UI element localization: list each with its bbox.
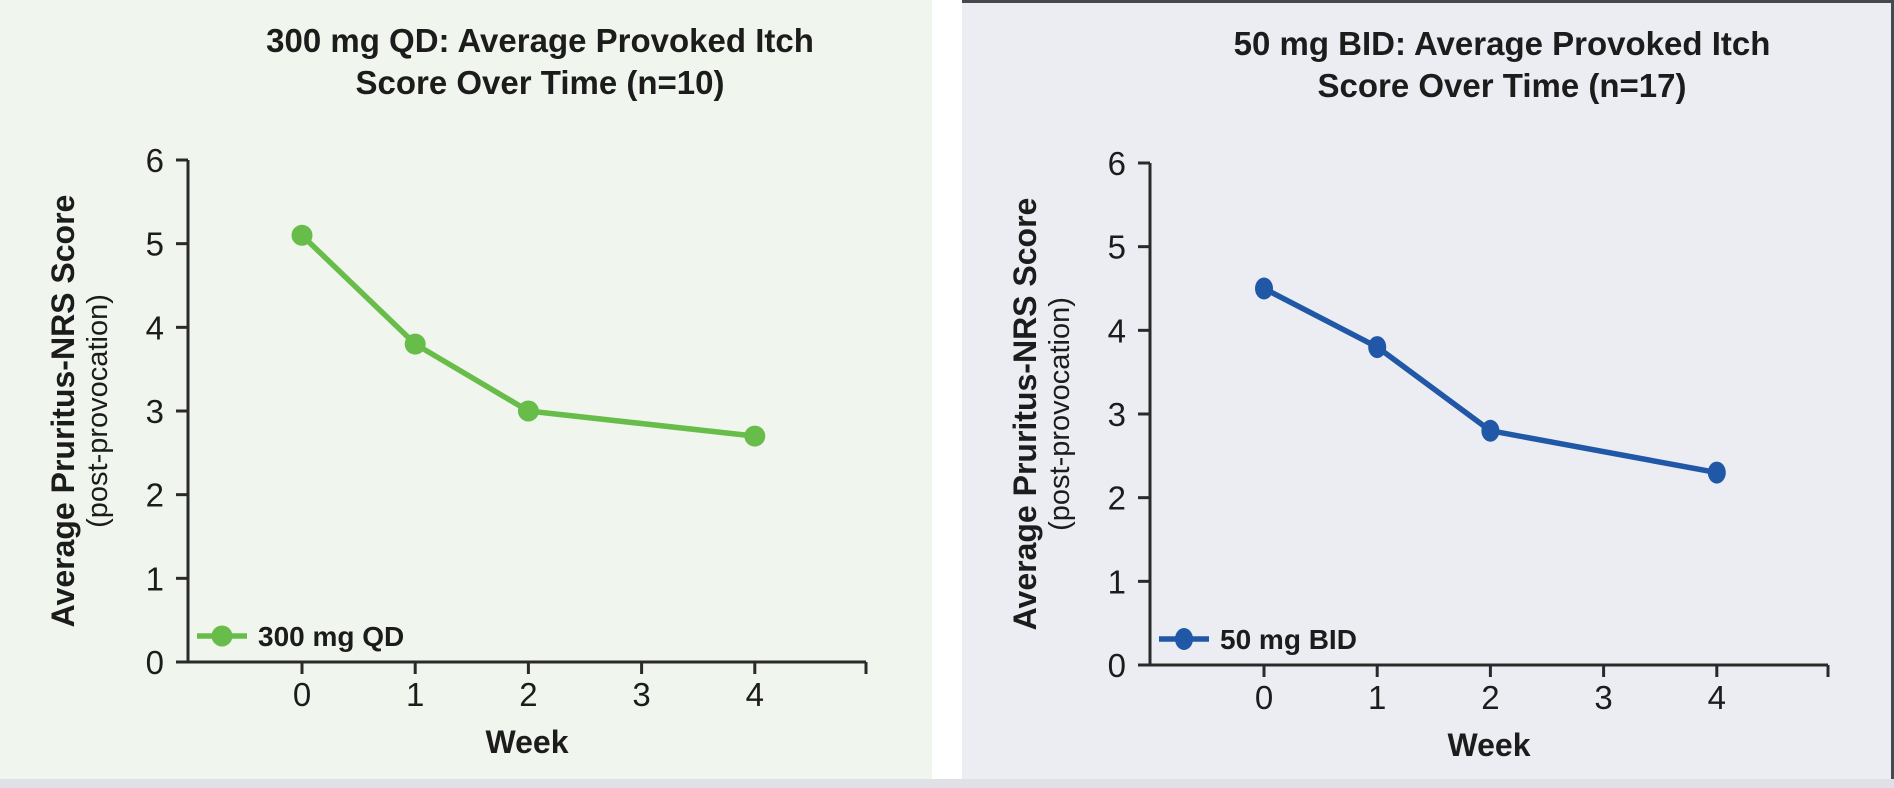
y-tick-label: 1 [146,560,164,597]
y-tick-label: 1 [1108,563,1126,600]
x-axis-label: Week [1447,727,1531,763]
y-tick-label: 6 [146,142,164,179]
y-tick-label: 6 [1108,145,1126,182]
bottom-strip [0,779,1894,788]
data-point [1707,461,1726,484]
y-tick-label: 0 [1108,647,1126,684]
data-point [744,425,766,447]
chart-title-line2: Score Over Time (n=17) [1317,67,1687,104]
y-tick-label: 3 [1108,396,1126,433]
y-tick-label: 4 [1108,312,1126,349]
data-point [404,333,426,355]
series-line [299,232,758,439]
data-point [1481,419,1500,442]
chart-title-50mg-bid: 50 mg BID: Average Provoked Itch Score O… [1122,23,1882,107]
x-tick-label: 4 [746,676,764,713]
series-line [1261,285,1720,476]
x-tick-label: 2 [1481,679,1499,716]
x-tick-label: 3 [632,676,650,713]
x-tick-label: 3 [1594,679,1612,716]
legend-marker [1175,628,1193,650]
legend-marker [211,625,233,647]
chart-title-line2: Score Over Time (n=10) [355,64,725,101]
y-tick-label: 0 [146,644,164,681]
x-tick-label: 4 [1708,679,1726,716]
chart-title-line1: 300 mg QD: Average Provoked Itch [266,22,814,59]
x-tick-label: 2 [519,676,537,713]
data-point [1255,277,1273,300]
y-tick-label: 3 [146,393,164,430]
x-tick-label: 1 [1368,679,1386,716]
x-tick-label: 1 [406,676,424,713]
y-tick-label: 2 [146,477,164,514]
panel-50mg-bid: 50 mg BID: Average Provoked Itch Score O… [962,0,1894,779]
y-tick-label: 2 [1108,480,1126,517]
data-point [1368,336,1387,359]
legend-label: 300 mg QD [258,621,404,652]
line-chart-50mg-bid: 0 1 2 3 4 5 6 0 1 2 3 4 50 mg BID [1108,145,1830,716]
panel-300mg-qd: 300 mg QD: Average Provoked Itch Score O… [0,0,932,779]
panel-gutter [932,0,962,779]
x-tick-label: 0 [1255,679,1273,716]
y-tick-label: 4 [146,309,164,346]
data-point [517,400,539,422]
chart-title-line1: 50 mg BID: Average Provoked Itch [1233,25,1771,62]
y-tick-label: 5 [1108,229,1126,266]
x-axis-label: Week [485,724,569,760]
chart-title-300mg-qd: 300 mg QD: Average Provoked Itch Score O… [160,20,920,104]
legend-label: 50 mg BID [1220,624,1357,655]
x-tick-label: 0 [293,676,311,713]
line-chart-300mg-qd: 0 1 2 3 4 5 6 0 1 2 3 4 300 mg QD [146,142,868,713]
y-tick-label: 5 [146,226,164,263]
data-point [291,224,313,246]
